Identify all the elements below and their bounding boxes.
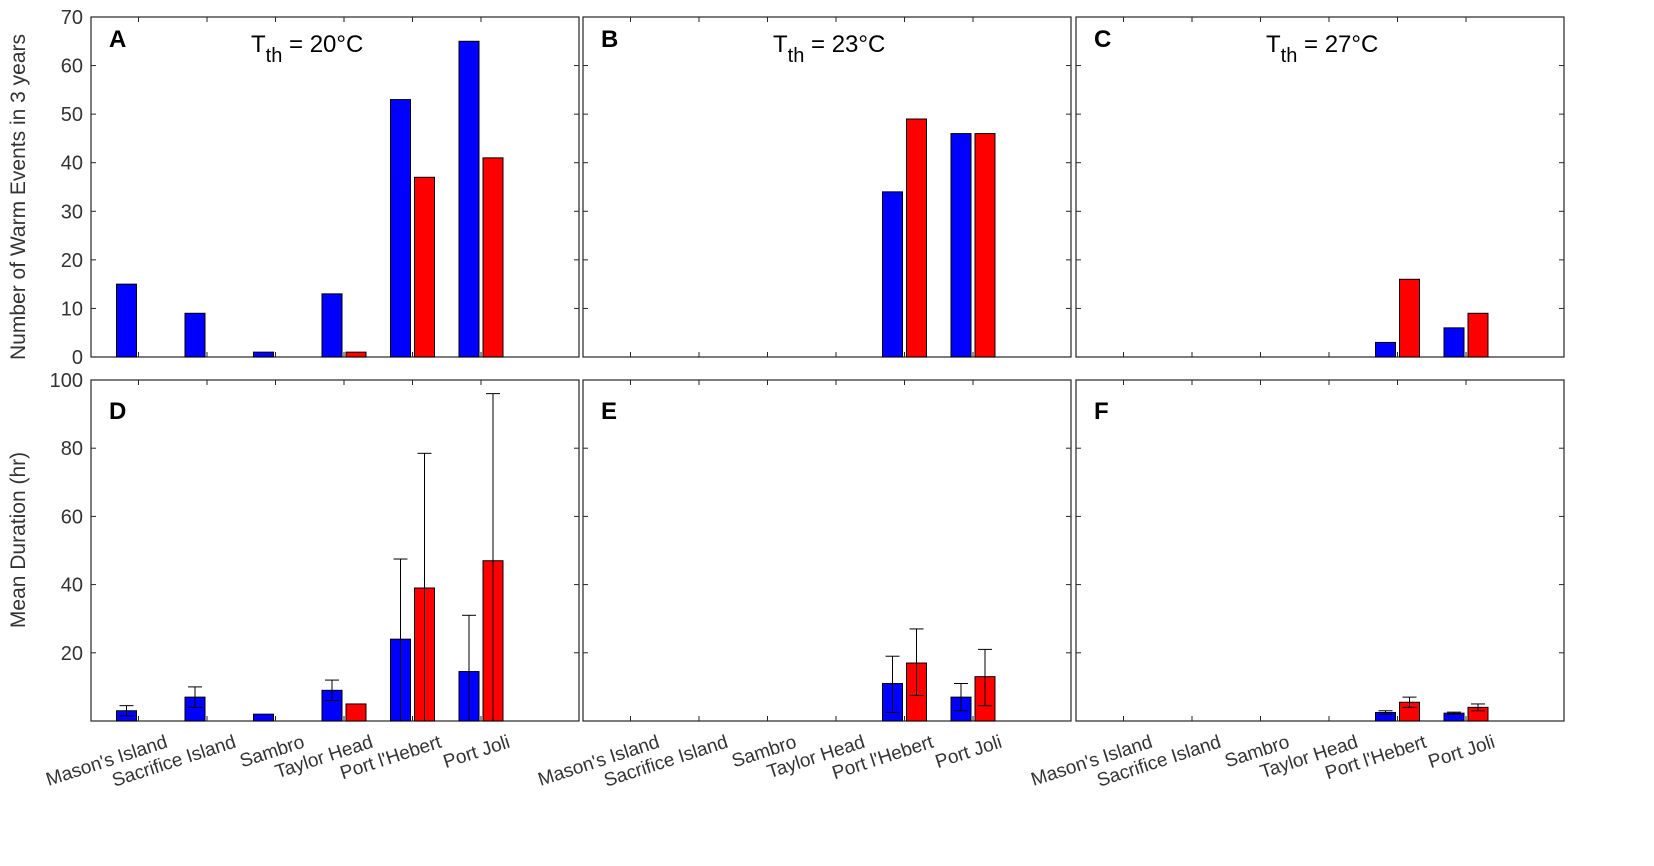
plot-frame — [1075, 379, 1565, 722]
bar-d-blue-2 — [253, 713, 274, 722]
bar-c-blue-5 — [1443, 327, 1465, 358]
panel-a: 0 10 20 30 40 50 60 70 A Tth = 20°C — [61, 7, 580, 369]
panel-letter: D — [109, 398, 126, 425]
bar-a-blue-4 — [390, 99, 411, 358]
bottom-y-axis-label: Mean Duration (hr) — [7, 452, 30, 628]
panel-letter: A — [109, 26, 126, 53]
y-tick-label: 60 — [61, 506, 83, 528]
bar-b-blue-4 — [882, 191, 903, 358]
y-tick-label: 10 — [61, 298, 83, 320]
bar-a-blue-3 — [321, 293, 343, 358]
bar-a-red-4 — [414, 176, 435, 358]
y-tick-label: 0 — [72, 347, 83, 369]
y-tick-label: 60 — [61, 56, 83, 78]
x-tick-label: Port Joli — [933, 732, 1005, 773]
y-tick-label: 40 — [61, 153, 83, 175]
bar-b-blue-5 — [950, 133, 972, 358]
bar-a-blue-1 — [184, 312, 206, 358]
bar-a-red-5 — [482, 157, 504, 358]
panel-c: C Tth = 27°C — [1075, 16, 1565, 358]
panel-title: Tth = 27°C — [1266, 31, 1378, 67]
panel-letter: E — [601, 398, 617, 425]
x-tick-label: Port Joli — [441, 732, 513, 773]
bar-c-red-5 — [1467, 312, 1489, 358]
y-tick-label: 50 — [61, 104, 83, 126]
y-tick-label: 70 — [61, 7, 83, 29]
plot-frame — [582, 16, 1072, 358]
plot-frame — [1075, 16, 1565, 358]
y-tick-label: 100 — [50, 370, 83, 392]
bar-a-blue-2 — [253, 351, 274, 358]
y-tick-label: 30 — [61, 201, 83, 223]
bar-d-red-3 — [345, 703, 367, 722]
plot-frame — [90, 379, 580, 722]
y-tick-label: 20 — [61, 643, 83, 665]
y-tick-label: 80 — [61, 438, 83, 460]
panel-letter: F — [1094, 398, 1109, 425]
plot-frame — [582, 379, 1072, 722]
bar-a-blue-5 — [458, 40, 480, 358]
bar-b-red-5 — [974, 133, 996, 358]
y-tick-label: 20 — [61, 250, 83, 272]
panel-letter: B — [601, 26, 618, 53]
bar-c-red-4 — [1399, 278, 1420, 358]
y-tick-label: 40 — [61, 575, 83, 597]
top-y-axis-label: Number of Warm Events in 3 years — [7, 34, 30, 360]
panel-title: Tth = 20°C — [251, 31, 363, 67]
panel-title: Tth = 23°C — [773, 31, 885, 67]
bar-a-blue-0 — [116, 283, 137, 358]
panel-b: B Tth = 23°C — [582, 16, 1072, 358]
bar-b-red-4 — [906, 118, 927, 358]
bar-a-red-3 — [345, 351, 367, 358]
x-tick-label: Port Joli — [1426, 732, 1498, 773]
bar-c-blue-4 — [1375, 341, 1396, 358]
panels: 0 10 20 30 40 50 60 70 A Tth = 20°C B Tth = 23°C C Tt… — [44, 7, 1565, 792]
panel-letter: C — [1094, 26, 1111, 53]
